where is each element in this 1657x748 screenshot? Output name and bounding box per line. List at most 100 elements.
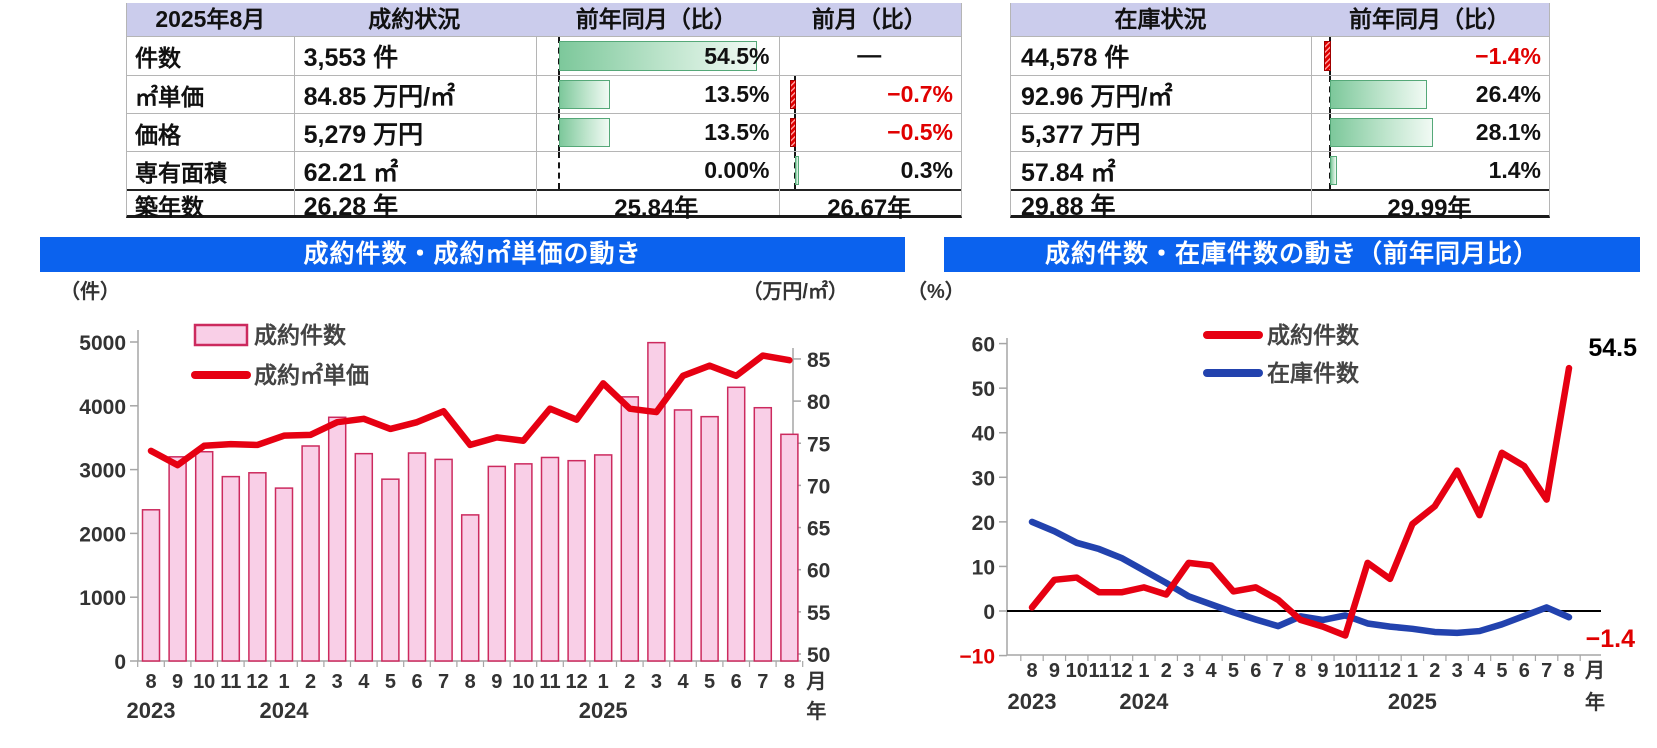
month-label: 8	[784, 671, 795, 693]
negative-value-bar	[1323, 41, 1331, 71]
year-suffix-label: 年	[806, 699, 826, 723]
column-divider	[294, 36, 295, 215]
positive-value-bar	[559, 118, 610, 147]
positive-value-bar	[1329, 80, 1427, 109]
month-label: 9	[1317, 660, 1328, 682]
yoy-bar-cell: 28.1%	[1310, 114, 1549, 151]
month-label: 5	[1228, 660, 1239, 682]
value-cell: 62.21 ㎡	[303, 158, 399, 187]
contract-count-bar	[487, 465, 507, 662]
cell-value: −0.5%	[887, 119, 953, 145]
contract-count-bar	[593, 454, 613, 662]
contract-count-bar	[647, 341, 666, 662]
right-tick-label: 60	[807, 560, 830, 583]
inventory-summary-table: 在庫状況 前年同月（比） 44,578 件 −1.4% 92.96 万円/㎡ 26.4…	[1010, 3, 1550, 222]
row-label-cell: 価格	[135, 121, 181, 148]
legend-label-contracts: 成約件数	[254, 322, 347, 348]
y-tick-label: 30	[972, 467, 995, 490]
month-label: 7	[1541, 660, 1552, 682]
table-row: 件数 3,553 件 54.5% —	[127, 37, 961, 75]
contract-count-bar	[141, 509, 161, 662]
left-tick-label: 2000	[79, 523, 126, 546]
contract-count-bar	[753, 406, 773, 662]
table-row: 92.96 万円/㎡ 26.4%	[1011, 75, 1549, 113]
year-label: 2024	[1119, 689, 1169, 714]
contract-count-bar	[460, 514, 480, 662]
column-divider	[1311, 36, 1312, 215]
cell-value: −1.4%	[1475, 42, 1541, 69]
value-cell: 26.28 年	[303, 193, 399, 221]
contract-count-bar	[407, 452, 427, 662]
right-tick-label: 80	[807, 391, 830, 414]
cell-value: 1.4%	[1488, 157, 1541, 183]
month-label: 11	[1357, 660, 1378, 682]
month-label: 9	[172, 671, 183, 693]
table-row: 44,578 件 −1.4%	[1011, 37, 1549, 75]
month-label: 5	[385, 671, 396, 693]
right-axis-unit-label: （万円/㎡）	[742, 279, 848, 303]
month-label: 3	[1452, 660, 1463, 682]
contract-count-bar	[540, 456, 560, 662]
column-divider	[536, 36, 537, 215]
month-label: 4	[1474, 660, 1486, 682]
year-label: 2023	[1008, 689, 1057, 714]
period-header-cell: 2025年8月	[155, 6, 266, 32]
row-label-cell: 件数	[135, 45, 181, 71]
yoy-bar-cell: −1.4%	[1310, 37, 1549, 75]
negative-value-bar	[790, 80, 797, 109]
y-tick-label: 20	[972, 512, 995, 535]
cell-value: 26.4%	[1475, 81, 1541, 107]
y-tick-label: 40	[972, 423, 995, 446]
left-chart-title: 成約件数・成約㎡単価の動き	[40, 237, 905, 272]
month-label: 4	[358, 671, 370, 693]
mom-bar-cell: 26.67年	[777, 191, 961, 222]
mom-bar-cell: 0.3%	[777, 152, 961, 189]
zero-axis-line	[558, 152, 561, 189]
month-label: 4	[677, 671, 689, 693]
value-cell: 5,377 万円	[1021, 120, 1141, 149]
month-label: 9	[491, 671, 502, 693]
inventory-table-body: 44,578 件 −1.4% 92.96 万円/㎡ 26.4% 5,377 万円 28.1…	[1011, 37, 1549, 222]
contract-count-bar	[274, 487, 294, 662]
month-label: 10	[1066, 660, 1088, 682]
contract-count-bar	[248, 472, 267, 662]
right-tick-label: 65	[807, 518, 831, 541]
contract-count-bar	[514, 463, 533, 662]
table-row: 29.88 年 29.99年	[1011, 189, 1549, 222]
y-tick-label: 60	[972, 334, 995, 357]
month-label: 2	[1161, 660, 1172, 682]
right-chart-title: 成約件数・在庫件数の動き（前年同月比）	[944, 237, 1640, 272]
table-row: 専有面積 62.21 ㎡ 0.00% 0.3%	[127, 151, 961, 189]
month-label: 4	[1205, 660, 1217, 682]
cell-value: 25.84年	[614, 194, 699, 222]
cell-value: 28.1%	[1475, 119, 1541, 145]
year-suffix-label: 年	[1585, 690, 1605, 714]
month-label: 12	[1110, 660, 1132, 682]
last-inventory-annotation: −1.4	[1586, 625, 1635, 653]
contract-count-bar	[194, 450, 214, 662]
month-label: 1	[1138, 660, 1149, 682]
month-label: 1	[598, 671, 609, 693]
right-tick-label: 55	[807, 602, 831, 625]
y-tick-label: 50	[972, 378, 995, 401]
contract-count-bar	[780, 433, 799, 662]
contract-count-bar	[620, 396, 640, 662]
contract-count-bar	[673, 409, 693, 662]
contract-summary-table: 2025年8月 成約状況 前年同月（比） 前月（比） 件数 3,553 件 54.5…	[126, 3, 962, 222]
yoy-bar-cell: 29.99年	[1310, 191, 1549, 222]
month-label: 2	[624, 671, 635, 693]
month-label: 5	[1496, 660, 1507, 682]
inventory-yoy-header: 前年同月（比）	[1348, 6, 1510, 32]
y-tick-label: −10	[959, 646, 995, 669]
month-label: 8	[465, 671, 476, 693]
y-axis-unit-label: （%）	[907, 280, 965, 303]
contract-table-body: 件数 3,553 件 54.5% — ㎡単価 84.85 万円/㎡ 13.5% −0.7% 価格…	[127, 37, 961, 222]
unit-price-line	[147, 352, 793, 469]
positive-value-bar	[1329, 156, 1337, 185]
month-label: 12	[1379, 660, 1401, 682]
left-tick-label: 0	[114, 651, 126, 674]
cell-value: 0.3%	[900, 157, 953, 183]
right-tick-label: 70	[807, 475, 830, 498]
y-tick-label: 0	[983, 601, 995, 624]
